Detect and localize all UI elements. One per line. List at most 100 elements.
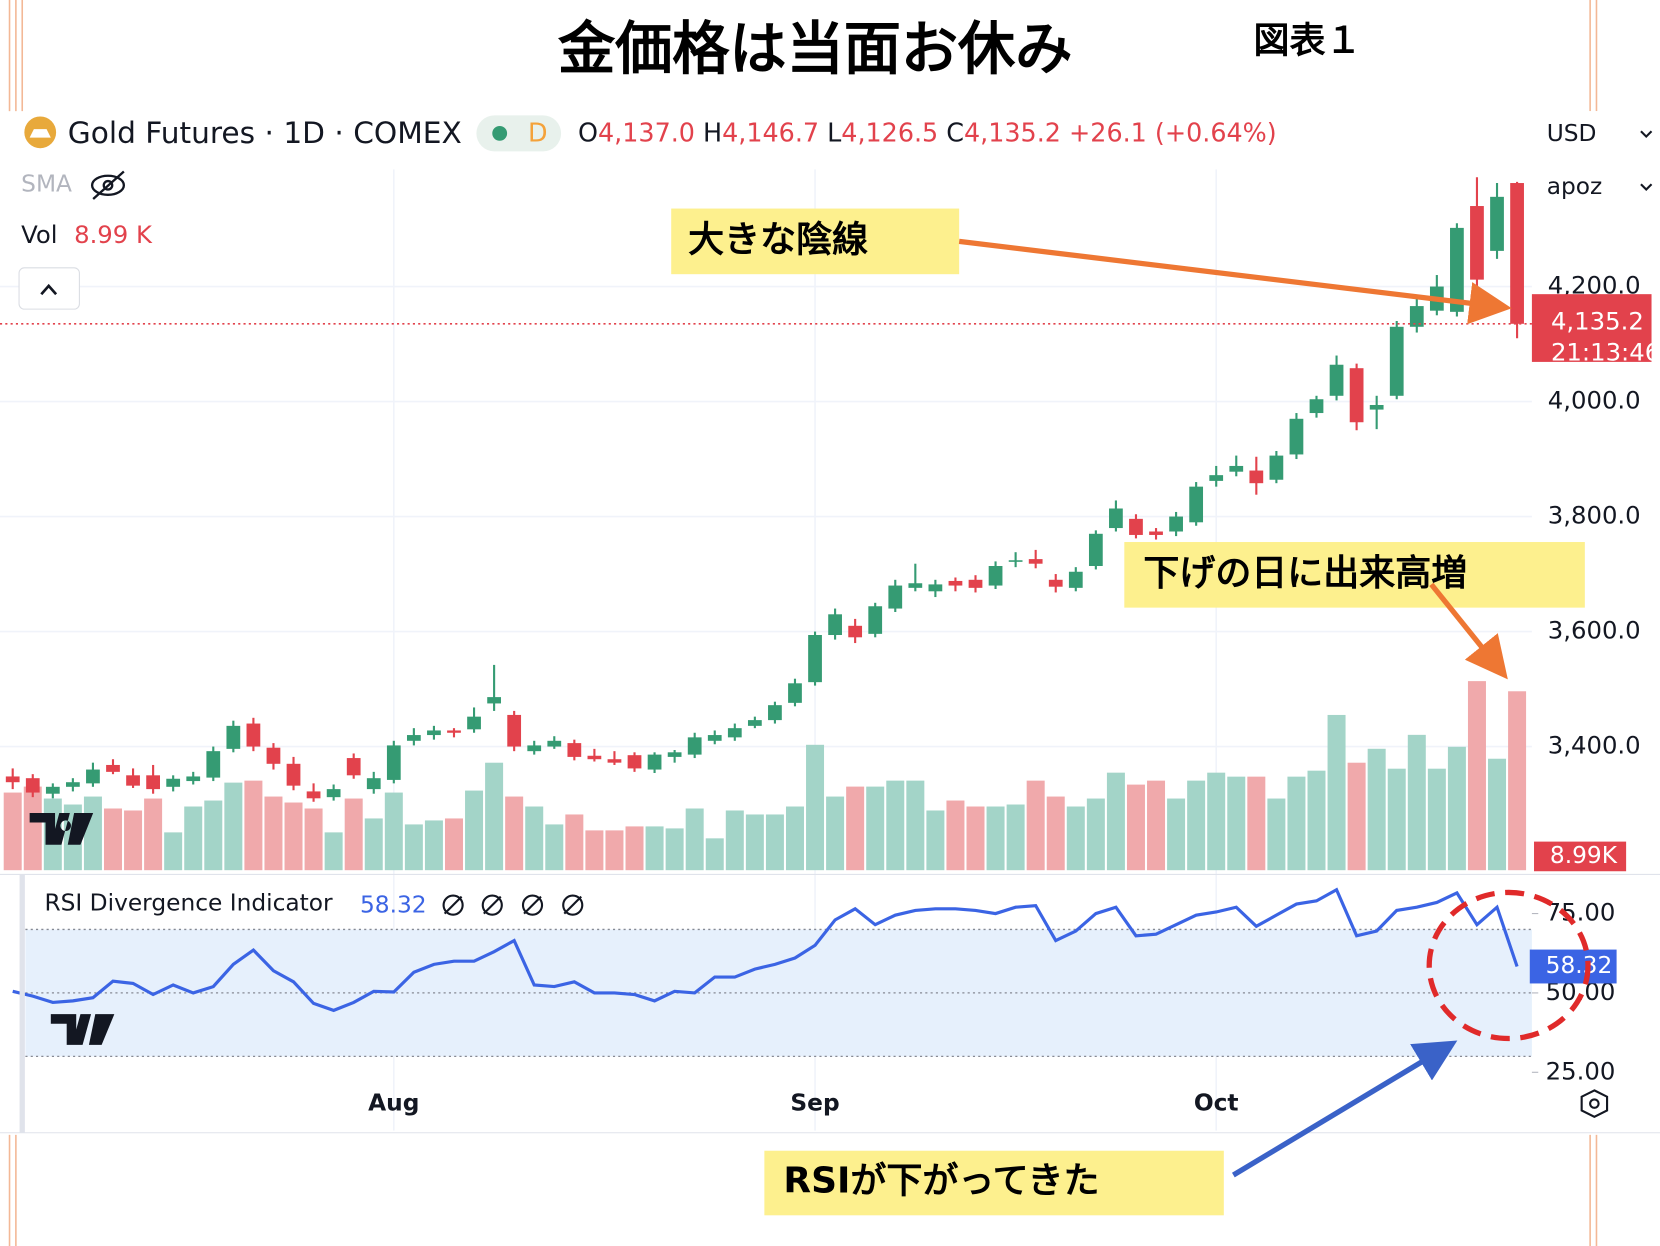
last-price-box	[1531, 294, 1652, 362]
volume-bar	[324, 832, 343, 871]
candle-body	[386, 745, 401, 780]
chart-header: Gold Futures · 1D · COMEX D O4,137.0 H4,…	[18, 111, 1660, 310]
candle-body	[1169, 516, 1183, 532]
candle-body	[447, 730, 461, 733]
candle-body	[808, 635, 822, 683]
candle-body	[788, 683, 802, 703]
annotation: RSIが下がってきた	[783, 1160, 1099, 1201]
volume-bar	[866, 786, 885, 871]
hide-icon[interactable]	[90, 170, 126, 200]
volume-bar	[1508, 691, 1527, 871]
candle-body	[1209, 475, 1224, 481]
candle-body	[747, 720, 762, 726]
volume-bar	[424, 820, 443, 871]
volume-bar	[344, 798, 363, 871]
volume-bar	[264, 796, 283, 871]
status-dot	[492, 125, 508, 141]
volume-bar	[1247, 776, 1266, 871]
user[interactable]: apoz	[1547, 173, 1603, 200]
candle-body	[25, 778, 40, 793]
candle-body	[908, 583, 923, 588]
candle-body	[768, 705, 782, 721]
last-volume-box	[1534, 841, 1627, 872]
candle-body	[206, 751, 221, 778]
candle-body	[1329, 364, 1344, 396]
indicator-icon	[443, 895, 463, 915]
volume-bar	[364, 818, 383, 871]
volume-bar	[826, 796, 845, 871]
volume-bar	[1086, 798, 1105, 871]
candle-body	[527, 745, 542, 752]
volume-bar	[485, 762, 504, 871]
volume-bar	[1467, 681, 1486, 871]
volume-bar	[946, 800, 965, 871]
candle-body	[1149, 531, 1163, 535]
indicator-icon	[562, 894, 584, 916]
y-tick-label: 25.00	[1546, 1056, 1616, 1085]
tv-logo	[29, 813, 94, 845]
candle-body	[988, 566, 1003, 586]
candle-body	[366, 778, 381, 790]
vol-value: 8.99 K	[74, 220, 153, 249]
y-tick-label: 75.00	[1546, 898, 1616, 927]
volume-bar	[906, 780, 925, 871]
volume-bar	[304, 808, 323, 871]
candle-body	[1048, 579, 1063, 587]
candle-body	[1109, 508, 1123, 529]
candle-body	[1008, 560, 1023, 562]
volume-bar	[565, 814, 584, 871]
volume-bar	[124, 810, 143, 871]
candle-body	[928, 584, 943, 592]
candle-body	[1510, 183, 1524, 324]
countdown: 21:13:46	[1551, 337, 1660, 366]
vol-label: Vol	[21, 220, 57, 249]
ohlc-key: O	[578, 117, 598, 147]
candle-body	[45, 786, 60, 794]
volume-bar	[1046, 796, 1065, 871]
ohlc-value: 4,126.5	[841, 117, 938, 147]
indicator-icon	[523, 895, 542, 915]
candle-body	[487, 697, 501, 704]
annotations: 大きな陰線 下げの日に出来高増 RSIが下がってきた	[671, 208, 1591, 1216]
ohlc-value: 4,137.0	[598, 117, 695, 147]
currency[interactable]: USD	[1547, 120, 1597, 147]
candle-body	[888, 585, 903, 609]
ohlc-key: L	[827, 117, 842, 147]
candle-body	[1129, 518, 1143, 535]
candle-body	[968, 579, 983, 588]
rsi-value-label: 58.32	[1546, 952, 1613, 979]
volume-bar	[605, 830, 624, 871]
volume-bar	[284, 802, 303, 871]
volume-bar	[1207, 772, 1226, 871]
ohlc-key: C	[946, 117, 964, 147]
volume-bar	[1066, 806, 1085, 871]
volume-bar	[986, 806, 1005, 871]
arrow	[1429, 582, 1508, 680]
settings-icon[interactable]	[1580, 1089, 1609, 1119]
volume-bar	[1387, 768, 1406, 871]
volume-bar	[705, 838, 724, 871]
candle-body	[1369, 404, 1384, 410]
candle-body	[126, 775, 140, 786]
volume-bar	[1447, 746, 1466, 871]
volume-bar	[505, 796, 524, 871]
volume-bar	[665, 828, 684, 871]
volume-bar	[164, 832, 183, 871]
candle-body	[1389, 326, 1404, 396]
candle-body	[467, 716, 481, 730]
volume-bar	[444, 818, 463, 871]
volume-bar	[1427, 768, 1446, 871]
volume-bar	[785, 806, 804, 871]
arrow	[958, 238, 1512, 325]
volume-bar	[1227, 776, 1246, 871]
volume-bar	[545, 824, 564, 871]
volume-bar	[806, 744, 825, 871]
candle-body	[1309, 399, 1324, 414]
badge: D	[528, 117, 548, 147]
symbol-icon-bars	[29, 129, 51, 138]
sma-label: SMA	[21, 171, 72, 198]
collapse-button[interactable]	[18, 267, 80, 310]
indicator-icon	[442, 894, 464, 916]
